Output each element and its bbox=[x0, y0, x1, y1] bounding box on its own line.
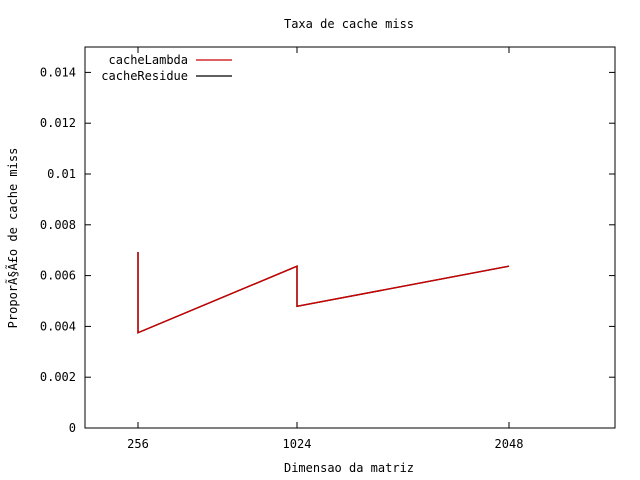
y-axis-label: ProporÃ§Ã£o de cache miss bbox=[5, 148, 20, 329]
series-line-cacheLambda bbox=[137, 251, 510, 334]
y-tick-label: 0.002 bbox=[40, 370, 76, 384]
x-tick-label: 1024 bbox=[283, 437, 312, 451]
y-tick-label: 0 bbox=[69, 421, 76, 435]
y-tick-label: 0.012 bbox=[40, 116, 76, 130]
plot-frame bbox=[84, 46, 616, 429]
legend-label-cacheResidue: cacheResidue bbox=[101, 69, 188, 83]
series-line-cacheResidue bbox=[137, 251, 510, 334]
y-tick-label: 0.01 bbox=[47, 167, 76, 181]
chart-title: Taxa de cache miss bbox=[284, 17, 414, 31]
y-tick-label: 0.014 bbox=[40, 65, 76, 79]
x-axis-label: Dimensao da matriz bbox=[284, 461, 414, 475]
x-axis-ticks: 256 1024 2048 bbox=[127, 47, 523, 451]
y-tick-label: 0.006 bbox=[40, 269, 76, 283]
y-tick-label: 0.008 bbox=[40, 218, 76, 232]
x-tick-label: 256 bbox=[127, 437, 149, 451]
legend-label-cacheLambda: cacheLambda bbox=[109, 53, 188, 67]
legend: cacheLambda cacheResidue bbox=[101, 53, 232, 83]
series-layer bbox=[137, 251, 510, 334]
x-tick-label: 2048 bbox=[495, 437, 524, 451]
y-tick-label: 0.004 bbox=[40, 319, 76, 333]
y-axis-ticks: 0 0.002 0.004 0.006 0.008 0.01 0.012 0.014 bbox=[40, 65, 615, 435]
